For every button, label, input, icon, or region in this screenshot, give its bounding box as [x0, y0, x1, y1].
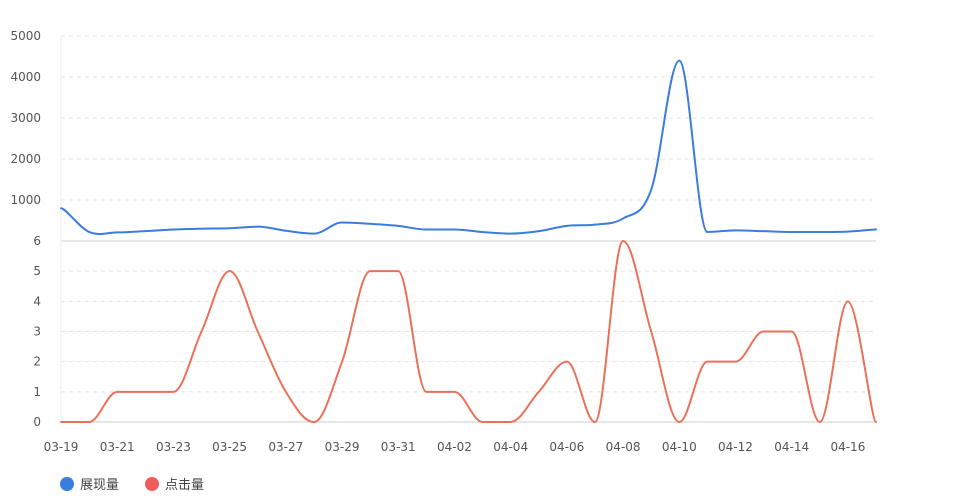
y-tick-label-bottom-3: 3	[33, 325, 41, 339]
y-tick-label-bottom-1: 1	[33, 385, 41, 399]
legend-item-impressions[interactable]: 展现量	[60, 474, 119, 493]
y-tick-label-bottom-6: 6	[33, 234, 41, 248]
line-chart: 1000 2000 3000 4000 5000 0 1 2 3 4 5 6 03-19 03-21 03-…	[10, 29, 877, 454]
legend-label-clicks: 点击量	[165, 478, 205, 493]
series-layer	[60, 59, 877, 424]
x-tick-label-2: 03-23	[156, 440, 191, 454]
x-tick-label-13: 04-14	[774, 440, 809, 454]
y-tick-label-top-3: 4000	[10, 70, 41, 84]
legend-dot-impressions	[60, 476, 74, 491]
axis-layer	[60, 36, 876, 423]
x-tick-label-1: 03-21	[100, 440, 135, 454]
x-tick-label-4: 03-27	[268, 440, 303, 454]
x-tick-label-5: 03-29	[325, 440, 360, 454]
x-tick-label-9: 04-06	[549, 440, 584, 454]
label-layer: 1000 2000 3000 4000 5000 0 1 2 3 4 5 6 03-19 03-21 03-…	[10, 29, 865, 454]
legend-dot-clicks	[145, 476, 160, 491]
legend: 展现量 点击量	[60, 474, 204, 493]
y-tick-label-top-1: 2000	[10, 152, 41, 166]
y-tick-label-top-2: 3000	[10, 111, 41, 125]
y-tick-label-bottom-5: 5	[33, 264, 41, 278]
x-tick-label-0: 03-19	[44, 440, 79, 454]
x-tick-label-14: 04-16	[830, 440, 865, 454]
x-tick-label-11: 04-10	[662, 440, 697, 454]
y-tick-label-bottom-0: 0	[33, 415, 41, 429]
legend-item-clicks[interactable]: 点击量	[145, 474, 204, 493]
x-tick-label-8: 04-04	[493, 440, 528, 454]
x-tick-label-3: 03-25	[212, 440, 247, 454]
x-tick-label-7: 04-02	[437, 440, 472, 454]
x-tick-label-12: 04-12	[718, 440, 753, 454]
y-tick-label-top-0: 1000	[10, 193, 41, 207]
y-tick-label-bottom-2: 2	[33, 355, 41, 369]
y-tick-label-top-4: 5000	[10, 29, 41, 43]
series-line-0[interactable]	[60, 59, 877, 235]
legend-label-impressions: 展现量	[80, 478, 120, 493]
x-tick-label-10: 04-08	[606, 440, 641, 454]
y-tick-label-bottom-4: 4	[33, 294, 41, 308]
x-tick-label-6: 03-31	[381, 440, 416, 454]
series-line-1[interactable]	[60, 240, 877, 424]
